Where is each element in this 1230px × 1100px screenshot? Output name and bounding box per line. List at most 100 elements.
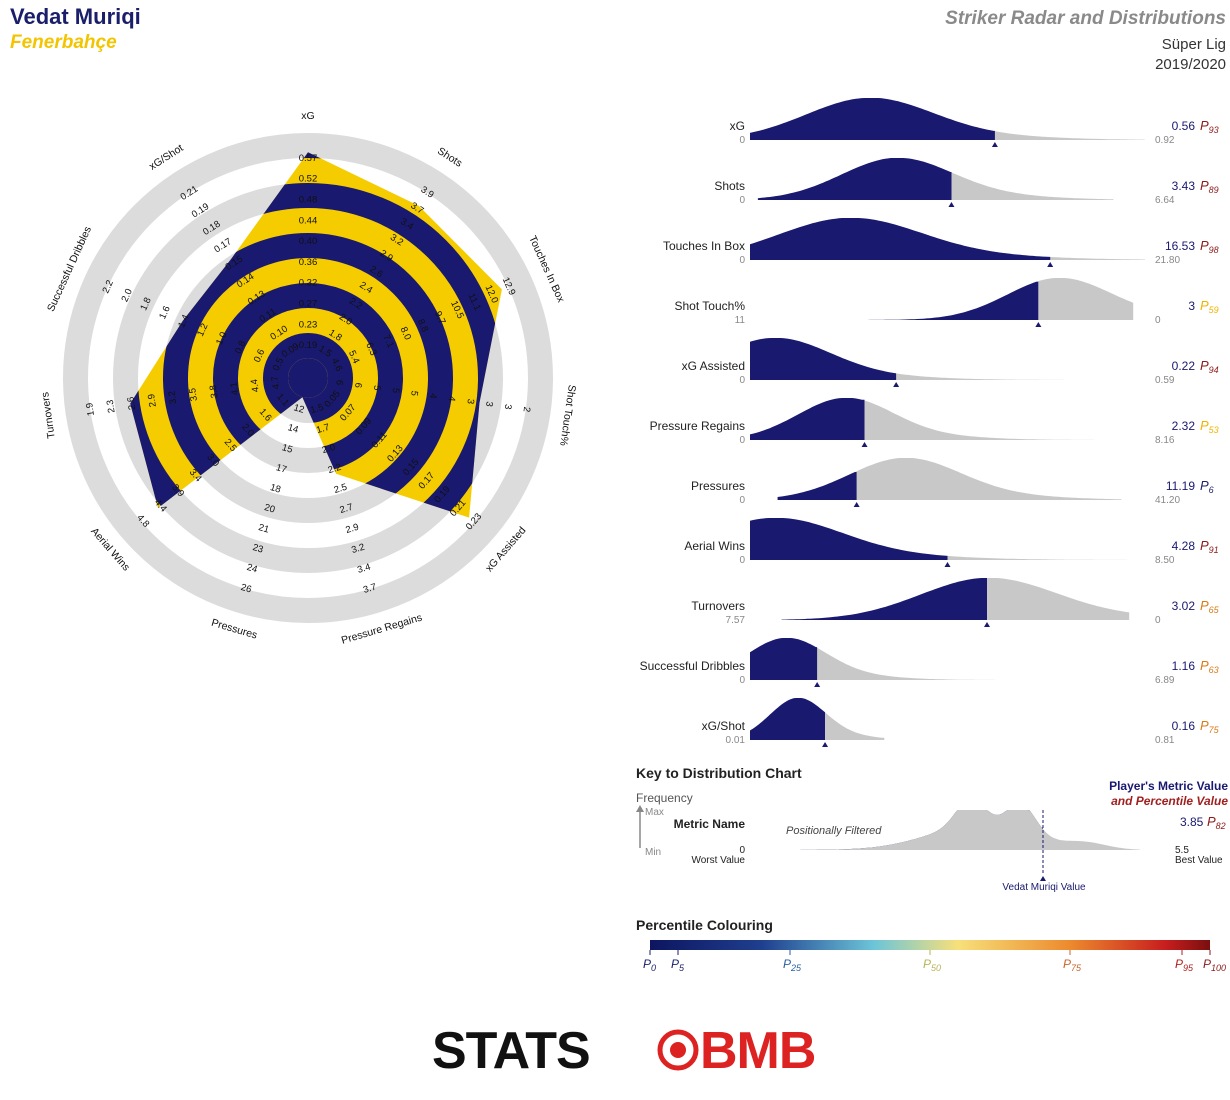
- radar-tick-label: 1.7: [315, 422, 331, 436]
- radar-tick-label: 14: [286, 422, 299, 436]
- distribution-percentile-number: 91: [1209, 545, 1219, 555]
- distribution-navy: [777, 472, 857, 500]
- radar-tick-label: 8.0: [398, 325, 413, 342]
- radar-tick-label: 9.7: [432, 310, 447, 327]
- distribution-min-label: 0.01: [726, 735, 746, 746]
- distribution-max-label: 0: [1155, 615, 1161, 626]
- radar-tick-label: 6: [333, 379, 345, 386]
- radar-tick-label: 3: [464, 398, 476, 405]
- radar-axis-label: Pressures: [210, 617, 259, 642]
- distribution-navy: [750, 398, 865, 440]
- radar-tick-label: 24: [245, 562, 258, 576]
- distribution-row: xG 0 0.92 0.56 P93: [730, 98, 1219, 147]
- radar-tick-label: 8.8: [415, 317, 430, 334]
- key-min-label: Min: [645, 847, 661, 858]
- percentile-tick-label: P5: [671, 957, 685, 973]
- radar-tick-label: 2.3: [105, 399, 118, 414]
- radar-tick-label: 0.6: [252, 348, 267, 365]
- distribution-percentile: P53: [1200, 418, 1219, 435]
- radar-tick-label: 5: [389, 387, 401, 394]
- percentile-tick-label: P0: [643, 957, 656, 973]
- distribution-value: 3.43: [1172, 179, 1196, 193]
- radar-tick-label: 0.36: [299, 257, 318, 268]
- distribution-max-label: 0.92: [1155, 135, 1175, 146]
- radar-tick-label: 2.0: [119, 287, 134, 304]
- distribution-min-label: 0: [739, 495, 745, 506]
- distribution-min-label: 0: [739, 555, 745, 566]
- distribution-percentile: P91: [1200, 538, 1219, 555]
- distribution-grey: [750, 638, 1055, 680]
- radar-tick-label: 0.27: [299, 299, 318, 310]
- distribution-navy: [757, 281, 1039, 320]
- radar-tick-label: 20: [263, 502, 276, 516]
- radar-tick-label: 2.0: [321, 442, 337, 456]
- distribution-charts: xG 0 0.92 0.56 P93 Shots 0 6.64 3.43 P89 Touches I…: [640, 98, 1220, 747]
- distribution-percentile-number: 63: [1209, 665, 1219, 675]
- distribution-metric-label: Aerial Wins: [684, 539, 745, 553]
- team-name: Fenerbahçe: [10, 32, 117, 53]
- radar-center: [288, 358, 328, 398]
- season-label: 2019/2020: [1155, 56, 1226, 73]
- league-name: Süper Lig: [1161, 36, 1226, 53]
- radar-tick-label: 3.2: [350, 542, 366, 556]
- distribution-marker: [991, 142, 998, 147]
- radar-tick-label: 4: [427, 392, 439, 399]
- key-frequency-label: Frequency: [636, 791, 693, 805]
- distribution-value: 16.53: [1165, 239, 1195, 253]
- key-percentile-value-label: and Percentile Value: [1111, 794, 1228, 808]
- distribution-row: Aerial Wins 0 8.50 4.28 P91: [684, 518, 1219, 567]
- distribution-row: xG Assisted 0 0.59 0.22 P94: [682, 338, 1219, 387]
- distribution-max-label: 0: [1155, 315, 1161, 326]
- distribution-percentile: P63: [1200, 658, 1219, 675]
- radar-tick-label: 2.6: [125, 396, 138, 411]
- distribution-row: Successful Dribbles 0 6.89 1.16 P63: [640, 638, 1219, 687]
- percentile-tick-label: P100: [1203, 957, 1226, 973]
- logo-target-icon: [657, 1029, 699, 1071]
- distribution-percentile-number: 93: [1209, 125, 1219, 135]
- distribution-max-label: 8.16: [1155, 435, 1175, 446]
- percentile-tick-label: P25: [783, 957, 802, 973]
- key-worst-label: Worst Value: [691, 855, 745, 866]
- radar-tick-label: 0.23: [299, 319, 318, 330]
- key-example-percentile-number: 82: [1216, 821, 1226, 831]
- distribution-row: Shot Touch% 11 0 3 P59: [675, 278, 1219, 327]
- radar-tick-label: 2.5: [333, 482, 349, 496]
- radar-tick-label: 1.4: [176, 313, 191, 330]
- radar-tick-label: 1.2: [195, 322, 210, 339]
- distribution-percentile-number: 89: [1209, 185, 1219, 195]
- distribution-percentile: P98: [1200, 238, 1219, 255]
- distribution-navy: [757, 158, 952, 200]
- player-name: Vedat Muriqi: [10, 4, 141, 29]
- distribution-percentile-number: 94: [1209, 365, 1219, 375]
- percentile-colour-scale: Percentile Colouring P0 P5 P25 P50 P75 P95 P10…: [636, 917, 1226, 973]
- distribution-percentile: P94: [1200, 358, 1219, 375]
- radar-tick-label: 1.6: [157, 304, 172, 321]
- distribution-percentile-number: 59: [1209, 305, 1219, 315]
- distribution-row: xG/Shot 0.01 0.81 0.16 P75: [702, 698, 1220, 747]
- distribution-grey: [777, 458, 1122, 500]
- distribution-min-label: 0: [739, 255, 745, 266]
- radar-tick-label: 23: [251, 542, 264, 556]
- key-best-number: 5.5: [1175, 845, 1189, 856]
- radar-tick-label: 0.40: [299, 236, 318, 247]
- radar-tick-label: 12: [292, 402, 305, 416]
- distribution-max-label: 8.50: [1155, 555, 1175, 566]
- distribution-value: 3: [1188, 299, 1195, 313]
- key-max-label: Max: [645, 807, 664, 818]
- distribution-navy: [750, 98, 995, 140]
- key-title: Key to Distribution Chart: [636, 765, 802, 781]
- distribution-min-label: 0: [739, 375, 745, 386]
- distribution-max-label: 0.81: [1155, 735, 1175, 746]
- distribution-percentile-number: 53: [1209, 425, 1219, 435]
- distribution-marker: [984, 622, 990, 627]
- radar-tick-label: 3: [502, 403, 514, 410]
- distribution-value: 0.22: [1172, 359, 1196, 373]
- radar-tick-label: 0.8: [233, 339, 248, 356]
- radar-tick-label: 1.0: [214, 330, 229, 347]
- logo-text-left: STATS: [432, 1022, 590, 1080]
- distribution-navy: [750, 638, 818, 680]
- radar-tick-label: 1.5: [309, 402, 325, 416]
- distribution-percentile-number: 98: [1209, 245, 1219, 255]
- radar-tick-label: 0.44: [299, 215, 318, 226]
- distribution-value: 0.56: [1172, 119, 1196, 133]
